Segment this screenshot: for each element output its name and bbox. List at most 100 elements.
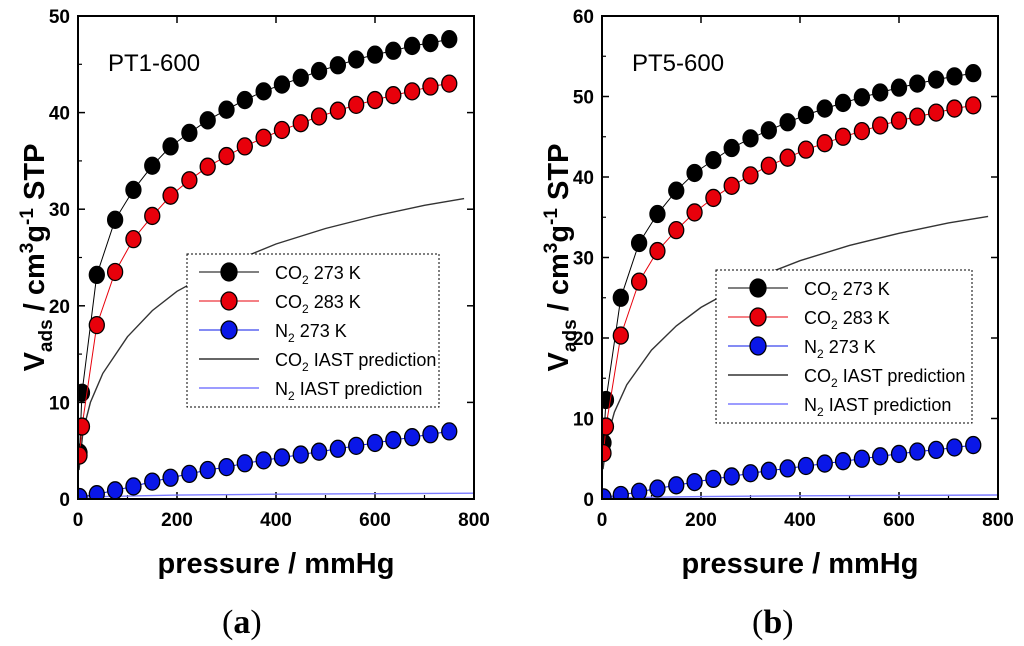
panel-a-legend-label-sub: 2 (302, 273, 309, 287)
panel-a-legend-swatch-marker (220, 262, 238, 282)
panel-b-data-point (927, 440, 945, 460)
panel-a-legend-label: CO2 IAST prediction (275, 350, 436, 374)
panel-a-legend-label-main: CO (275, 292, 302, 312)
panel-a-ytick-label: 20 (49, 297, 70, 318)
panel-b-legend-label: N2 IAST prediction (804, 395, 951, 419)
panel-b-data-point (705, 188, 722, 208)
panel-a-legend-label-sub: 2 (302, 360, 309, 374)
panel-a-legend-label: CO2 283 K (275, 292, 361, 316)
panel-b-legend-label-sub: 2 (817, 405, 824, 419)
panel-b-legend-label-sub: 2 (831, 289, 838, 303)
panel-b-data-point (612, 288, 629, 307)
panel-a-data-point (125, 229, 142, 249)
panel-a-legend-label-rest: 273 K (295, 321, 347, 341)
panel-a-series-connector (79, 83, 450, 456)
panel-b-plot-area (602, 64, 998, 499)
panel-b-legend-swatch-marker (749, 307, 767, 327)
panel-b-data-point (723, 176, 740, 196)
panel-a-legend-swatch-marker (220, 291, 238, 311)
panel-b-data-point (853, 88, 871, 107)
panel-a-xlabel: pressure / mmHg (158, 548, 395, 580)
panel-a-legend-item: CO2 283 K (199, 291, 361, 316)
panel-a-data-point (329, 101, 347, 120)
panel-a-data-point (218, 100, 235, 119)
panel-b-data-point (602, 488, 612, 499)
panel-a-data-point (348, 436, 365, 456)
panel-b-data-point (946, 438, 963, 457)
panel-b-data-point (909, 107, 926, 126)
panel-b-data-point (668, 181, 685, 200)
panel-a-data-point (181, 464, 198, 484)
panel-a-data-point (78, 446, 88, 465)
panel-a-data-point (144, 206, 161, 226)
panel-a-xtick-label: 0 (73, 510, 84, 531)
panel-b-data-point (760, 461, 777, 480)
panel-a-ylabel-sup2: -1 (17, 208, 38, 225)
panel-b-data-point (630, 233, 648, 253)
panel-b-data-point (668, 476, 685, 495)
panel-a-data-point (273, 75, 291, 94)
panel-a-data-point (236, 137, 253, 156)
panel-b-data-point (668, 220, 685, 240)
panel-a-legend-label-sub: 2 (302, 302, 309, 316)
panel-b-data-point (705, 469, 722, 489)
panel-b-data-point (797, 105, 815, 125)
panel-a-data-point (255, 128, 272, 147)
panel-a-legend-item: CO2 273 K (199, 262, 361, 287)
panel-a-data-point (88, 485, 105, 499)
panel-a-data-point (199, 111, 216, 130)
panel-a-data-point (403, 82, 421, 101)
panel-b-ylabel-main: V (543, 351, 575, 371)
panel-b-legend-item: N2 IAST prediction (728, 395, 951, 419)
panel-b-ytick-label: 40 (573, 168, 594, 189)
panel-b-data-point (890, 444, 908, 464)
panel-a-legend-label-main: CO (275, 263, 302, 283)
panel-a-data-point (181, 171, 198, 190)
panel-a-data-point (348, 95, 365, 115)
panel-a-ylabel: Vads / cm3g-1 STP (17, 144, 57, 372)
panel-b-data-point (630, 272, 648, 291)
panel-a-series-line (78, 492, 474, 498)
panel-b-data-point (705, 150, 722, 170)
panel-a-data-point (273, 448, 291, 467)
panel-b-data-point (872, 116, 889, 135)
panel-a-data-point (255, 82, 272, 101)
panel-b-series-connector (603, 72, 974, 443)
panel-a-data-point (441, 74, 458, 93)
panel-b-legend-label-sub: 2 (831, 376, 838, 390)
panel-a-chart: 0 200 400 600 800 0 10 20 30 40 50 PT1-600 pressure … (17, 7, 490, 580)
panel-b-data-point (965, 435, 982, 455)
panel-a-legend-item: N2 273 K (199, 320, 347, 345)
panel-b-xtick-label: 200 (685, 510, 717, 531)
panel-b-data-point (890, 78, 908, 97)
panel-a-legend-swatch-marker (220, 320, 238, 340)
panel-a-legend-label-rest: 273 K (309, 263, 361, 283)
panel-a-data-point (310, 107, 328, 126)
panel-b-legend-label-rest: 283 K (838, 308, 890, 328)
panel-a-data-point (78, 487, 88, 499)
panel-b-data-point (965, 96, 982, 115)
panel-a-legend-label: N2 273 K (275, 321, 347, 345)
panel-b-legend-label-rest: 273 K (824, 337, 876, 357)
panel-a-ytick-label: 30 (49, 200, 70, 221)
panel-a-data-point (403, 428, 421, 447)
panel-b-data-point (927, 70, 945, 89)
panel-a-legend-label-sub: 2 (288, 389, 295, 403)
panel-b-legend-label: CO2 283 K (804, 308, 890, 332)
panel-b-legend-label-main: CO (804, 308, 831, 328)
panel-b-data-point (797, 456, 815, 476)
panel-a-data-point (88, 265, 105, 285)
panel-a-ytick-label: 50 (49, 7, 70, 28)
panel-b-legend-label-rest: IAST prediction (824, 395, 952, 415)
panel-a-legend-label-sub: 2 (288, 331, 295, 345)
panel-a-legend-item: N2 IAST prediction (199, 379, 422, 403)
panel-b-data-point (742, 464, 759, 483)
panel-a-data-point (125, 180, 142, 200)
panel-a-legend-item: CO2 IAST prediction (199, 350, 436, 374)
panel-a-ytick-label: 40 (49, 104, 70, 125)
panel-a-data-point (162, 186, 179, 205)
panel-a-title: PT1-600 (108, 50, 200, 77)
panel-b-title: PT5-600 (632, 50, 724, 77)
panel-b-ytick-label: 10 (573, 410, 594, 431)
